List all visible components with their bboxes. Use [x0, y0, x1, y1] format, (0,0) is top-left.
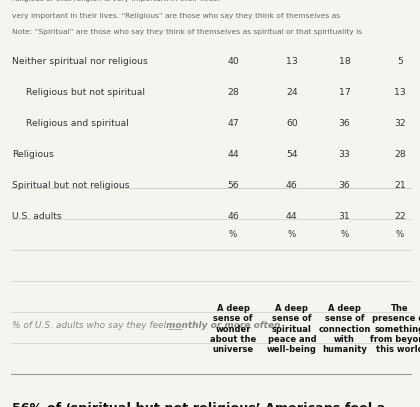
Text: 18: 18 — [339, 57, 350, 66]
Text: very important in their lives. “Religious” are those who say they think of thems: very important in their lives. “Religiou… — [12, 13, 340, 19]
Text: %: % — [396, 230, 404, 239]
Text: 17: 17 — [339, 88, 350, 97]
Text: 28: 28 — [394, 150, 406, 159]
Text: 31: 31 — [339, 212, 350, 221]
Text: 56: 56 — [227, 181, 239, 190]
Text: 44: 44 — [286, 212, 298, 221]
Text: Neither spiritual nor religious: Neither spiritual nor religious — [12, 57, 148, 66]
Text: 33: 33 — [339, 150, 350, 159]
Text: Note: “Spiritual” are those who say they think of themselves as spiritual or tha: Note: “Spiritual” are those who say they… — [12, 29, 362, 35]
Text: 13: 13 — [286, 57, 298, 66]
Text: 24: 24 — [286, 88, 298, 97]
Text: A deep
sense of
spiritual
peace and
well-being: A deep sense of spiritual peace and well… — [267, 304, 317, 354]
Text: 40: 40 — [227, 57, 239, 66]
Text: %: % — [288, 230, 296, 239]
Text: 54: 54 — [286, 150, 298, 159]
Text: 22: 22 — [394, 212, 406, 221]
Text: Spiritual but not religious: Spiritual but not religious — [12, 181, 129, 190]
Text: 56% of ‘spiritual but not religious’ Americans feel a
deep sense of wonder about: 56% of ‘spiritual but not religious’ Ame… — [12, 402, 385, 407]
Text: 46: 46 — [286, 181, 298, 190]
Text: 13: 13 — [394, 88, 406, 97]
Text: monthly or more often: monthly or more often — [166, 321, 280, 330]
Text: 36: 36 — [339, 181, 350, 190]
Text: A deep
sense of
connection
with
humanity: A deep sense of connection with humanity — [318, 304, 370, 354]
Text: 60: 60 — [286, 119, 298, 128]
Text: 32: 32 — [394, 119, 406, 128]
Text: 5: 5 — [397, 57, 403, 66]
Text: U.S. adults: U.S. adults — [12, 212, 61, 221]
Text: 46: 46 — [227, 212, 239, 221]
Text: Religious but not spiritual: Religious but not spiritual — [26, 88, 145, 97]
Text: Religious and spiritual: Religious and spiritual — [26, 119, 129, 128]
Text: The
presence of
something
from beyond
this world: The presence of something from beyond th… — [370, 304, 420, 354]
Text: %: % — [229, 230, 237, 239]
Text: A deep
sense of
wonder
about the
universe: A deep sense of wonder about the univers… — [210, 304, 256, 354]
Text: 21: 21 — [394, 181, 406, 190]
Text: % of U.S. adults who say they feel ___: % of U.S. adults who say they feel ___ — [12, 321, 185, 330]
Text: Religious: Religious — [12, 150, 54, 159]
Text: %: % — [340, 230, 349, 239]
Text: 44: 44 — [227, 150, 239, 159]
Text: 47: 47 — [227, 119, 239, 128]
Text: 36: 36 — [339, 119, 350, 128]
Text: religious or that religion is very important in their lives.: religious or that religion is very impor… — [12, 0, 219, 2]
Text: 28: 28 — [227, 88, 239, 97]
